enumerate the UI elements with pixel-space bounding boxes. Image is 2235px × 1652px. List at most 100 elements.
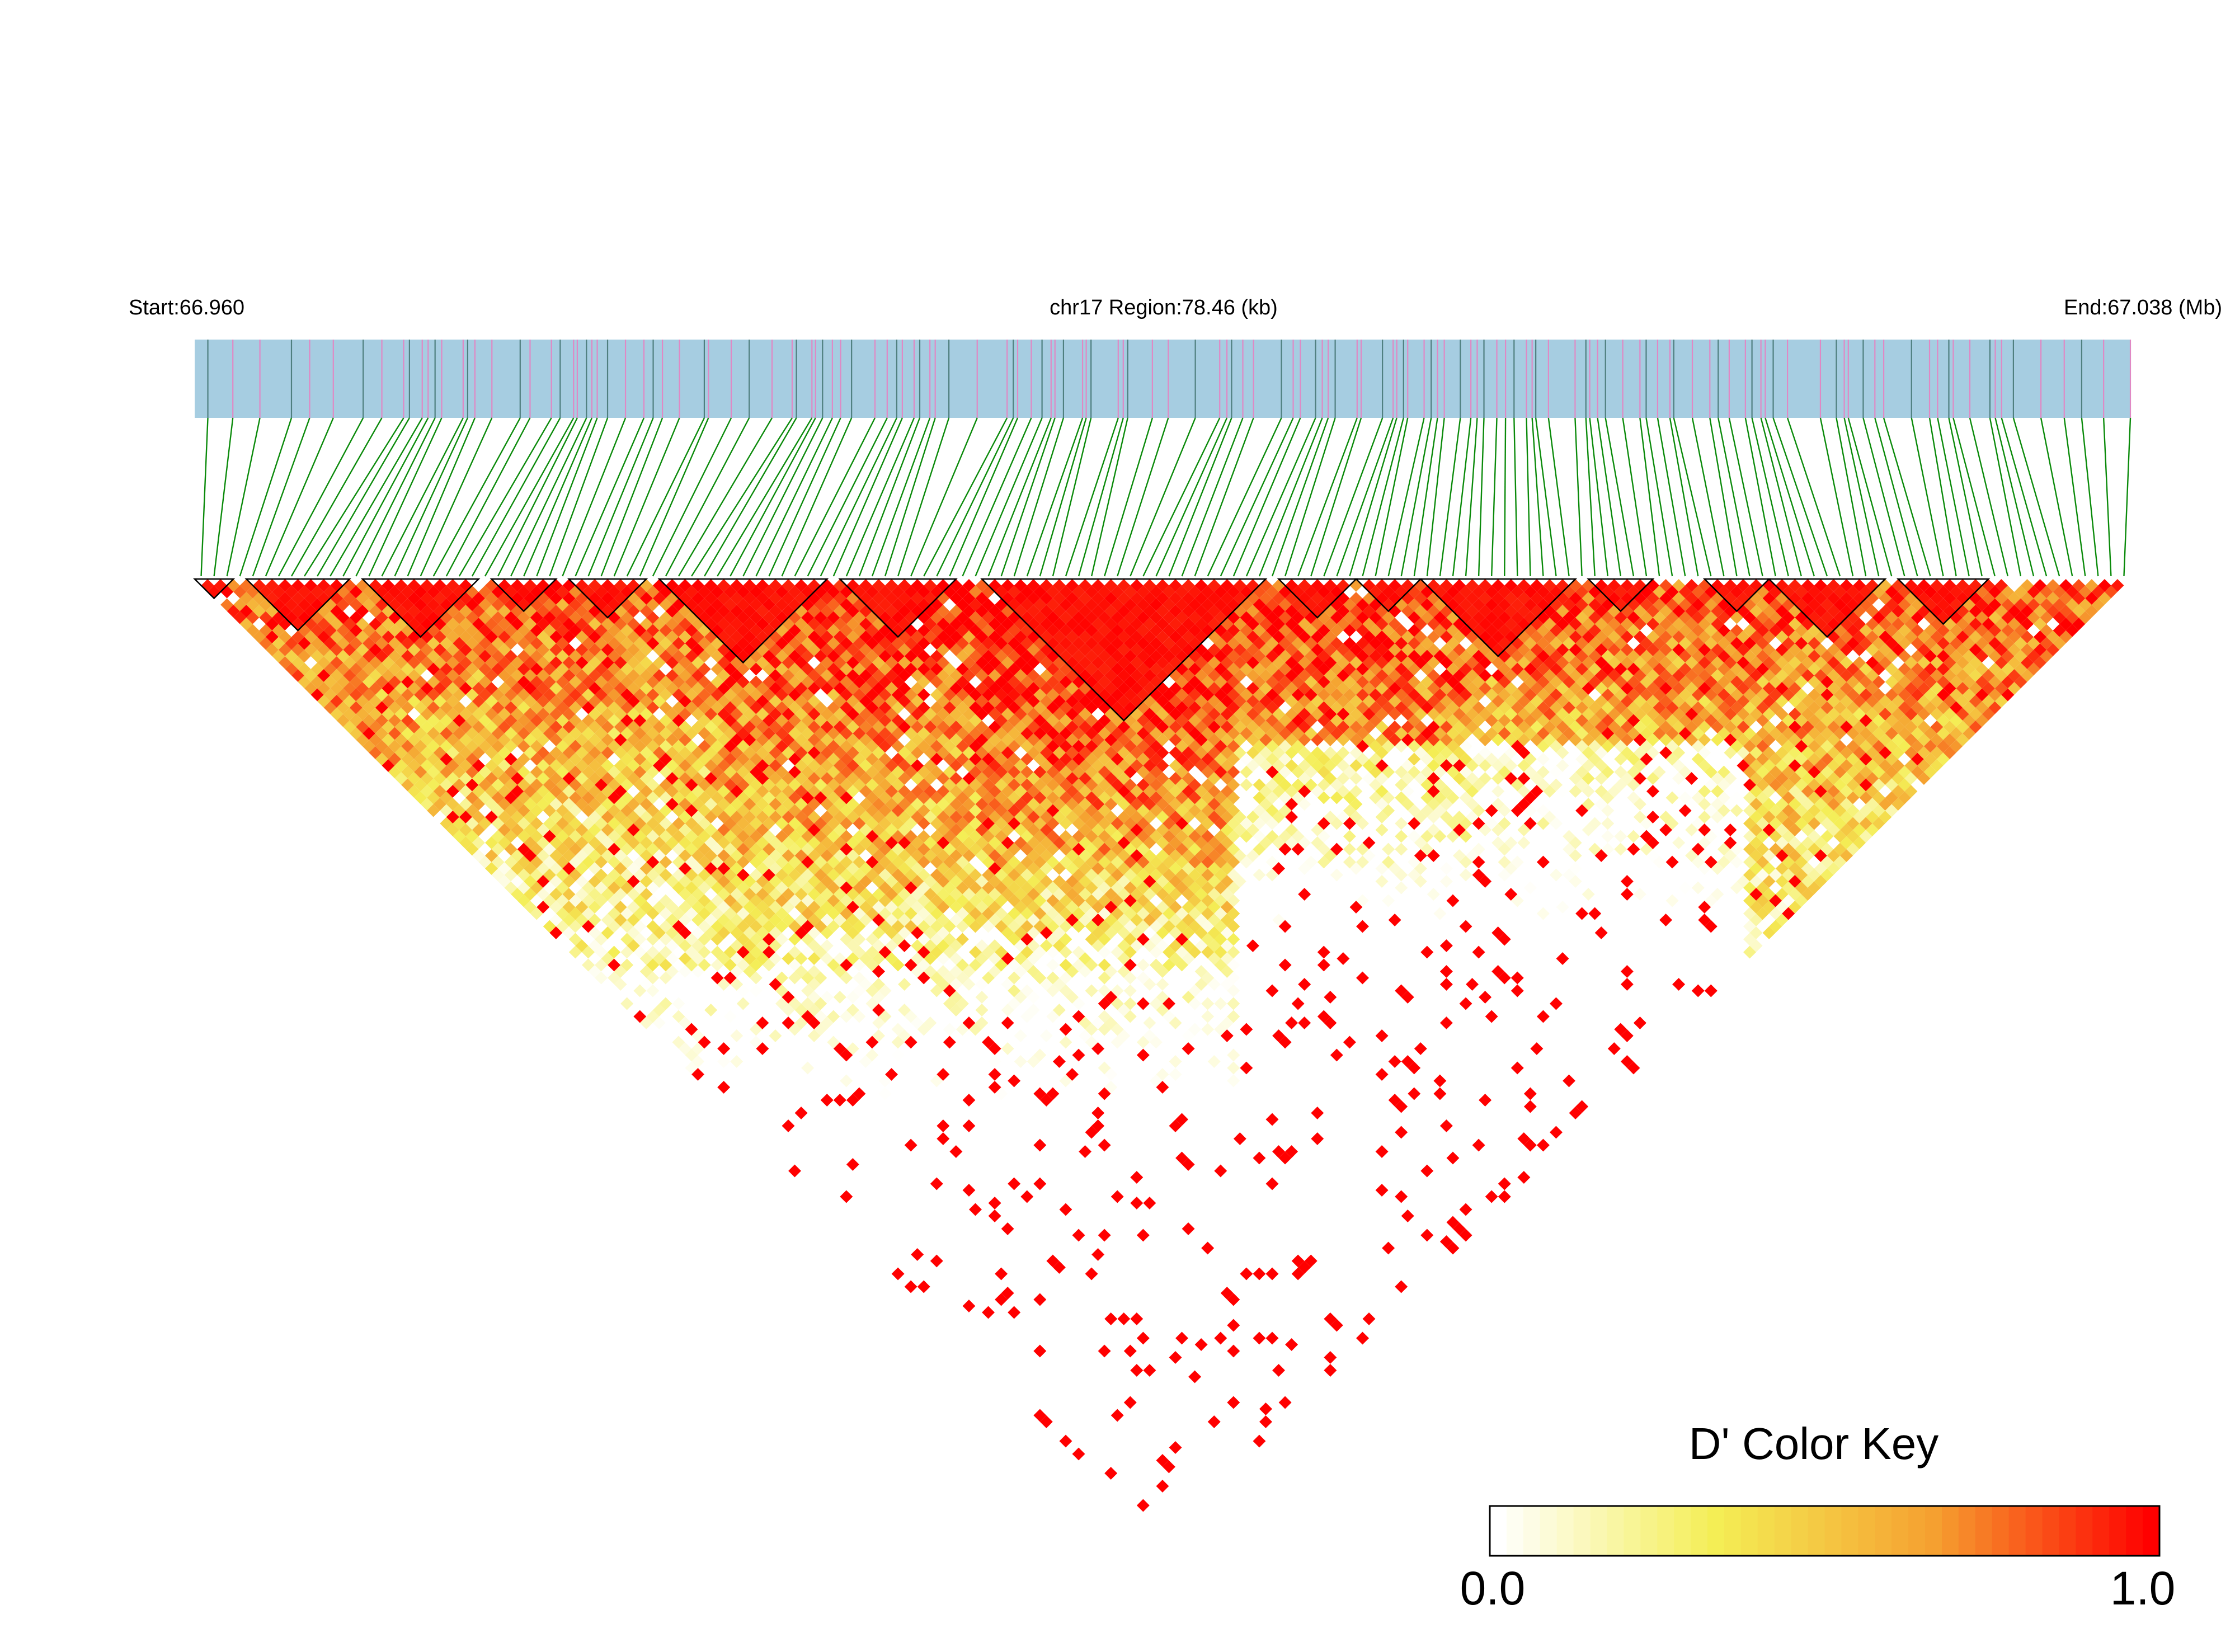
ld-cell: [723, 920, 737, 933]
ld-cell: [762, 1126, 775, 1139]
ld-cell: [1227, 1422, 1240, 1435]
ld-cell: [214, 579, 227, 592]
ld-cell: [891, 1267, 905, 1281]
ld-cell: [840, 1126, 853, 1139]
ld-cell: [504, 701, 517, 714]
ld-cell: [704, 991, 718, 1004]
ld-cell: [349, 624, 363, 637]
ld-cell: [1033, 1216, 1047, 1229]
ld-cell: [782, 1055, 795, 1068]
ld-cell: [1143, 1480, 1156, 1493]
ld-cell: [601, 901, 614, 914]
snp-connector: [1142, 417, 1221, 577]
ld-cell: [1182, 1480, 1195, 1493]
ld-cell: [930, 1216, 943, 1229]
ld-cell: [330, 618, 344, 630]
ld-cell: [407, 772, 421, 785]
ld-cell: [601, 926, 614, 939]
ld-cell: [1072, 1319, 1085, 1332]
ld-cell: [524, 785, 537, 798]
ld-cell: [1046, 1216, 1060, 1229]
ld-cell: [1014, 1325, 1027, 1338]
ld-cell: [756, 1068, 769, 1081]
ld-cell: [878, 1190, 892, 1203]
ld-cell: [543, 817, 556, 830]
ld-cell: [1072, 1254, 1085, 1268]
ld-cell: [1027, 1197, 1040, 1209]
ld-cell: [801, 1151, 815, 1165]
ld-cell: [582, 894, 595, 907]
ld-cell: [698, 945, 711, 959]
ld-cell: [298, 585, 311, 599]
ld-cell: [1130, 1287, 1144, 1300]
ld-cell: [1014, 1351, 1027, 1364]
ld-cell: [427, 701, 440, 714]
start-position-label: Start:66.960: [129, 296, 244, 319]
ld-cell: [659, 1036, 672, 1049]
ld-cell: [814, 1100, 827, 1113]
ld-cell: [1085, 1409, 1098, 1422]
ld-cell: [1085, 1319, 1098, 1332]
ld-cell: [762, 1113, 775, 1126]
ld-cell: [1149, 1306, 1163, 1319]
snp-connector: [2081, 417, 2099, 577]
ld-cell: [1046, 1344, 1060, 1358]
ld-cell: [1136, 1357, 1150, 1371]
ld-cell: [601, 952, 614, 965]
snp-connector: [1948, 417, 1983, 577]
ld-cell: [949, 1274, 963, 1287]
ld-cell: [698, 855, 711, 869]
ld-cell: [414, 637, 427, 650]
ld-cell: [349, 611, 363, 624]
snp-position-track: [195, 340, 2132, 418]
ld-cell: [388, 624, 402, 637]
ld-cell: [878, 1138, 892, 1152]
ld-cell: [588, 901, 601, 914]
ld-cell: [1091, 1325, 1105, 1338]
ld-cell: [1052, 1325, 1066, 1338]
ld-cell: [698, 933, 711, 946]
ld-cell: [233, 585, 247, 599]
ld-cell: [1046, 1370, 1060, 1383]
ld-cell: [504, 727, 517, 740]
ld-cell: [1046, 1267, 1060, 1281]
ld-cell: [465, 817, 479, 830]
ld-cell: [717, 1055, 731, 1068]
ld-cell: [685, 855, 698, 869]
ld-cell: [756, 1094, 769, 1107]
ld-cell: [639, 836, 653, 849]
ld-cell: [1014, 1338, 1027, 1351]
ld-cell: [446, 656, 459, 669]
ld-cell: [446, 592, 459, 605]
ld-cell: [394, 605, 408, 618]
ld-cell: [646, 971, 660, 985]
ld-cell: [988, 1287, 1001, 1300]
ld-cell: [1052, 1261, 1066, 1274]
ld-cell: [446, 682, 459, 695]
ld-cell: [530, 907, 543, 920]
ld-cell: [723, 894, 737, 907]
ld-cell: [988, 1274, 1001, 1287]
ld-cell: [969, 1306, 982, 1319]
ld-cell: [1008, 1254, 1021, 1268]
ld-cell: [407, 682, 421, 695]
ld-cell: [530, 804, 543, 817]
ld-cell: [891, 1048, 905, 1062]
ld-cell: [1207, 1364, 1221, 1377]
ld-cell: [872, 1119, 886, 1132]
ld-cell: [704, 1029, 718, 1042]
ld-cell: [427, 585, 440, 599]
ld-cell: [698, 1023, 711, 1036]
ld-cell: [433, 618, 446, 630]
ld-cell: [743, 939, 756, 952]
ld-cell: [723, 933, 737, 946]
ld-cell: [646, 843, 660, 856]
ld-cell: [414, 752, 427, 766]
ld-cell: [1027, 1312, 1040, 1325]
ld-cell: [814, 945, 827, 959]
ld-cell: [427, 778, 440, 792]
ld-cell: [698, 920, 711, 933]
ld-cell: [356, 669, 369, 682]
ld-cell: [762, 894, 775, 907]
ld-cell: [336, 675, 350, 689]
